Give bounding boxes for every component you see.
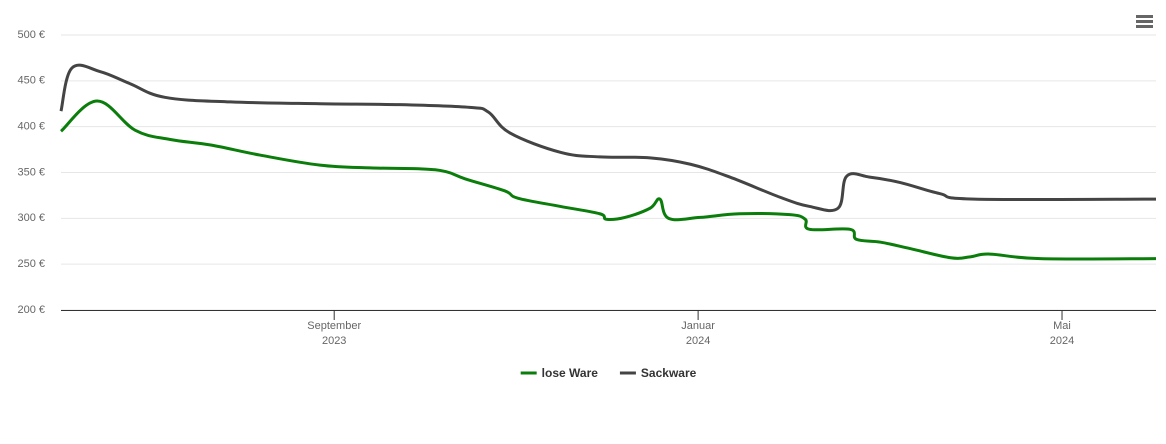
legend-label: lose Ware <box>542 366 599 380</box>
menu-button[interactable] <box>1136 15 1153 28</box>
y-tick-label: 450 € <box>17 75 45 87</box>
legend-item[interactable]: Sackware <box>619 366 697 380</box>
y-tick-label: 200 € <box>17 304 45 316</box>
y-tick-label: 400 € <box>17 121 45 133</box>
menu-bar <box>1136 20 1153 23</box>
y-tick-label: 350 € <box>17 166 45 178</box>
legend-item[interactable]: lose Ware <box>520 366 599 380</box>
menu-bar <box>1136 25 1153 28</box>
legend: lose Ware Sackware <box>520 366 697 380</box>
x-tick-label: Mai 2024 <box>1050 320 1074 347</box>
menu-bar <box>1136 15 1153 18</box>
legend-label: Sackware <box>641 366 697 380</box>
x-tick-label: September 2023 <box>307 320 361 347</box>
y-tick-label: 500 € <box>17 29 45 41</box>
y-tick-label: 250 € <box>17 258 45 270</box>
y-tick-label: 300 € <box>17 212 45 224</box>
series-line <box>59 63 1157 213</box>
series-line <box>59 99 1157 261</box>
x-tick-label: Januar 2024 <box>681 320 715 347</box>
